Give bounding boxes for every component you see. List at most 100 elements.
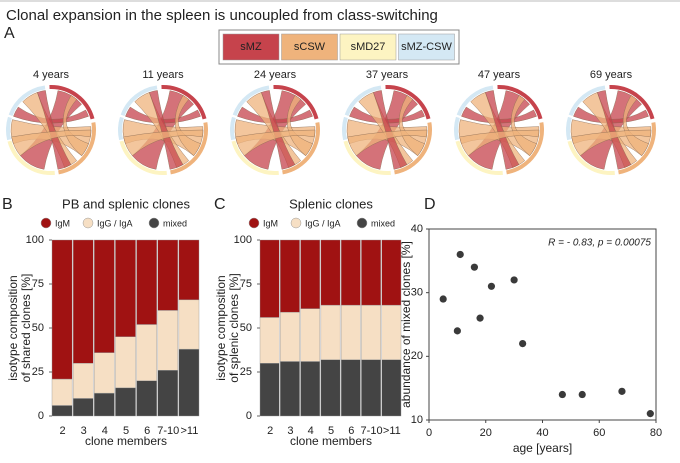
- bar-segment: [178, 299, 200, 350]
- bar-segment: [157, 310, 179, 371]
- x-axis-label: clone members: [85, 434, 167, 448]
- chord: [11, 129, 92, 156]
- x-tick-label: 3: [81, 425, 87, 437]
- point: [487, 282, 496, 290]
- bar-segment: [115, 336, 136, 389]
- panel-label: D: [424, 196, 436, 213]
- point: [578, 390, 586, 399]
- chord: [347, 129, 428, 156]
- chord-ring: [609, 85, 655, 120]
- chart-title: Splenic clones: [289, 196, 373, 211]
- legend-marker: [40, 217, 52, 229]
- legend-swatch: [222, 33, 280, 61]
- panel-label: A: [4, 25, 15, 42]
- x-tick-label: 7-10: [157, 425, 179, 437]
- bar-segment: [320, 239, 341, 306]
- diagram-label: 4 years: [33, 69, 70, 81]
- chord-ring: [344, 85, 382, 117]
- y-tick-label: 100: [234, 234, 252, 246]
- point: [476, 314, 484, 322]
- bar-segment: [72, 363, 94, 399]
- y-axis-label: of splenic clones [%]: [227, 273, 241, 382]
- annotation: R = - 0.83, p = 0.00075: [548, 238, 651, 249]
- y-tick-label: 75: [240, 278, 252, 290]
- bar-segment: [94, 392, 115, 417]
- legend-swatch: [398, 33, 455, 61]
- point: [470, 263, 478, 271]
- bar-segment: [72, 239, 94, 364]
- chord-ring: [567, 140, 615, 175]
- bar-segment: [94, 352, 115, 394]
- chord-ring: [8, 85, 46, 117]
- bar-segment: [280, 311, 300, 362]
- bar-segment: [340, 304, 361, 360]
- diagram-label: 47 years: [478, 69, 521, 81]
- chord: [571, 129, 652, 156]
- chord: [459, 129, 540, 156]
- chord-ring: [342, 116, 348, 141]
- chord-ring: [49, 85, 95, 120]
- x-tick-label: 6: [144, 425, 150, 437]
- chord-ring: [343, 140, 391, 175]
- y-tick-label: 30: [411, 287, 423, 299]
- bar-segment: [157, 239, 179, 311]
- chord: [63, 95, 89, 156]
- point: [618, 387, 626, 395]
- chord: [149, 90, 184, 170]
- point: [519, 340, 527, 348]
- legend-label: sCSW: [294, 41, 326, 53]
- chord: [373, 90, 408, 170]
- chord-ring: [454, 116, 460, 141]
- y-axis-label: of shared clones [%]: [19, 274, 33, 383]
- chord-ring: [273, 85, 319, 120]
- x-tick-label: 5: [328, 425, 334, 437]
- x-tick-label: 80: [650, 427, 662, 439]
- x-tick-label: >11: [181, 425, 199, 437]
- legend-marker: [356, 217, 368, 229]
- chord: [287, 95, 313, 156]
- bar-segment: [320, 304, 341, 360]
- panel-label: C: [214, 196, 226, 213]
- x-tick-label: >11: [383, 425, 401, 437]
- y-tick-label: 20: [411, 350, 423, 362]
- chord-ring: [282, 122, 320, 175]
- x-tick-label: 2: [267, 425, 273, 437]
- chord-ring: [170, 122, 208, 175]
- diagram-label: 37 years: [366, 69, 409, 81]
- point: [510, 276, 518, 284]
- chord-ring: [506, 122, 544, 175]
- legend-marker: [82, 217, 94, 229]
- chord: [511, 95, 537, 156]
- x-tick-label: 0: [426, 427, 432, 439]
- bar-segment: [381, 239, 402, 306]
- point: [453, 327, 461, 335]
- bar-segment: [178, 348, 200, 417]
- bar-segment: [361, 304, 381, 360]
- chord-ring: [385, 85, 431, 120]
- chord-ring: [120, 85, 158, 117]
- y-tick-label: 50: [32, 322, 44, 334]
- legend-label: sMZ-CSW: [401, 41, 452, 53]
- bar-segment: [280, 239, 300, 313]
- legend-marker: [290, 217, 302, 229]
- chord: [175, 95, 201, 156]
- chord: [235, 129, 316, 156]
- chord-ring: [455, 140, 503, 175]
- y-tick-label: 0: [38, 410, 44, 422]
- bar-segment: [136, 324, 157, 382]
- chord: [623, 95, 649, 156]
- chord-ring: [119, 140, 167, 175]
- panel-label: B: [2, 196, 13, 213]
- chord: [597, 90, 632, 170]
- y-tick-label: 75: [32, 278, 44, 290]
- x-tick-label: 5: [123, 425, 129, 437]
- legend-swatch: [281, 33, 338, 61]
- chord-ring: [618, 122, 656, 175]
- legend-label: sMZ: [240, 41, 262, 53]
- chart-title: PB and splenic clones: [62, 196, 190, 211]
- x-tick-label: 20: [480, 427, 492, 439]
- y-tick-label: 0: [246, 410, 252, 422]
- chord-ring: [394, 122, 432, 175]
- chord-ring: [7, 140, 55, 175]
